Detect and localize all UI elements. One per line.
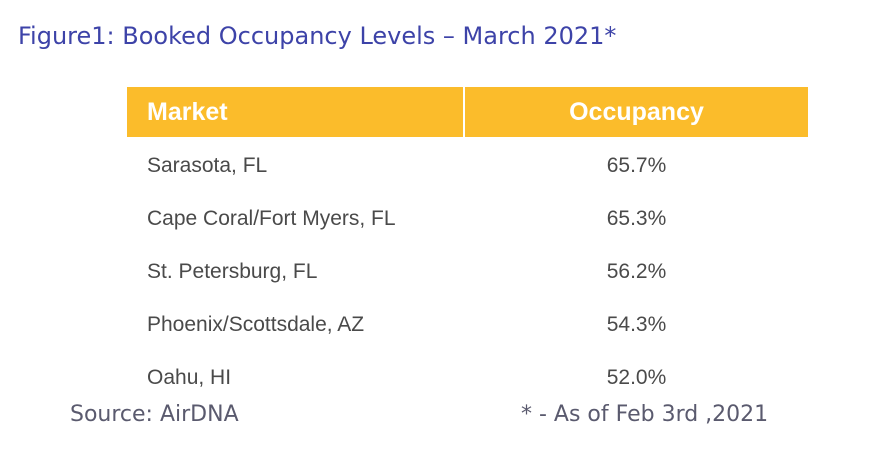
- market-cell: Oahu, HI: [147, 365, 232, 389]
- market-cell: Sarasota, FL: [147, 153, 268, 177]
- market-cell: St. Petersburg, FL: [147, 259, 318, 283]
- occupancy-cell: 54.3%: [606, 312, 667, 336]
- source-note: Source: AirDNA: [70, 402, 239, 427]
- figure-title: Figure1: Booked Occupancy Levels – March…: [18, 22, 617, 50]
- table-row: Cape Coral/Fort Myers, FL 65.3%: [127, 192, 808, 245]
- table-header-row: Market Occupancy: [127, 87, 808, 137]
- occupancy-table: Market Occupancy Sarasota, FL 65.7% Cape…: [127, 87, 808, 404]
- market-cell: Cape Coral/Fort Myers, FL: [147, 206, 396, 230]
- occupancy-cell: 65.3%: [606, 206, 667, 230]
- date-footnote: * - As of Feb 3rd ,2021: [521, 402, 769, 427]
- table-body: Sarasota, FL 65.7% Cape Coral/Fort Myers…: [127, 139, 808, 404]
- occupancy-cell: 56.2%: [606, 259, 667, 283]
- market-cell: Phoenix/Scottsdale, AZ: [147, 312, 365, 336]
- occupancy-cell: 65.7%: [606, 153, 667, 177]
- occupancy-cell: 52.0%: [606, 365, 667, 389]
- table-row: Oahu, HI 52.0%: [127, 351, 808, 404]
- table-row: St. Petersburg, FL 56.2%: [127, 245, 808, 298]
- header-occupancy: Occupancy: [569, 98, 704, 126]
- header-market: Market: [127, 87, 465, 137]
- table-row: Phoenix/Scottsdale, AZ 54.3%: [127, 298, 808, 351]
- table-row: Sarasota, FL 65.7%: [127, 139, 808, 192]
